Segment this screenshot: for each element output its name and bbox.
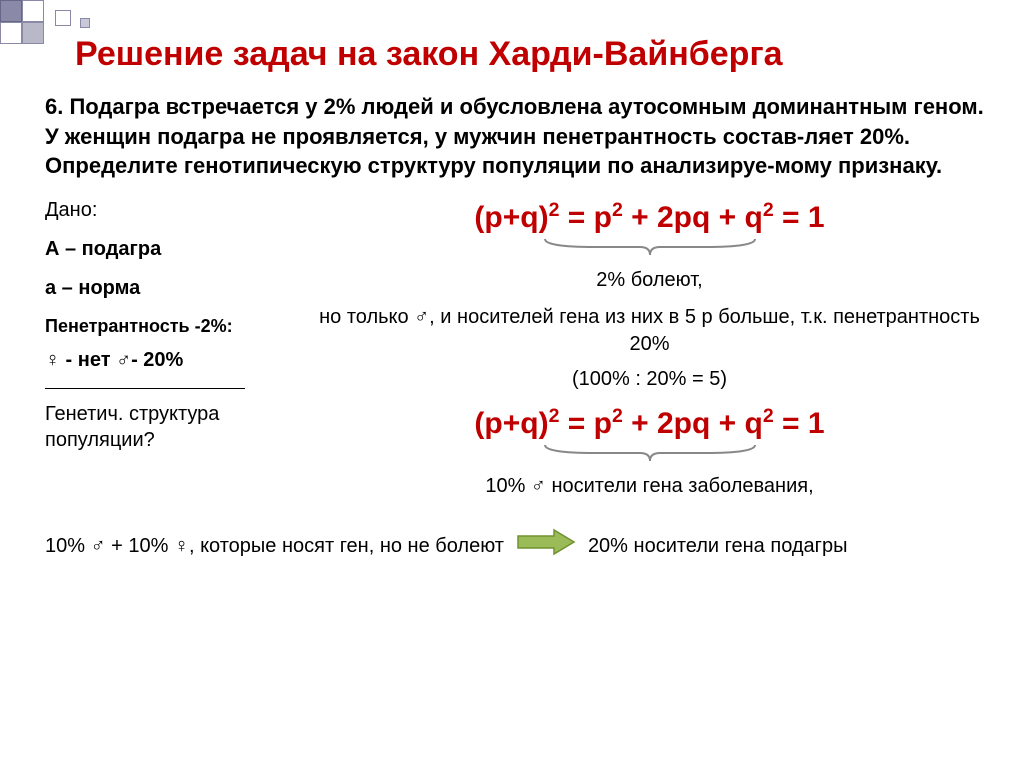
formula-2: (p+q)2 = p2 + 2pq + q2 = 1 — [315, 405, 984, 441]
formula-1: (p+q)2 = p2 + 2pq + q2 = 1 — [315, 199, 984, 235]
given-sex: ♀ - нет ♂- 20% — [45, 349, 285, 372]
given-penetrance: Пенетрантность -2%: — [45, 316, 285, 337]
bottom-left-text: 10% ♂ + 10% ♀, которые носят ген, но не … — [45, 533, 504, 560]
note-calc: (100% : 20% = 5) — [315, 368, 984, 391]
problem-text: 6. Подагра встречается у 2% людей и обус… — [45, 92, 984, 181]
note-2pct: 2% болеют, — [315, 267, 984, 294]
brace-1 — [315, 237, 984, 263]
divider — [45, 388, 245, 389]
given-block: Дано: А – подагра а – норма Пенетрантнос… — [45, 199, 285, 510]
given-question: Генетич. структура популяции? — [45, 401, 285, 453]
given-a-recessive: а – норма — [45, 277, 285, 300]
brace-2 — [315, 443, 984, 469]
page-title: Решение задач на закон Харди-Вайнберга — [75, 35, 984, 74]
arrow-icon — [516, 528, 576, 564]
bottom-right-text: 20% носители гена подагры — [588, 533, 848, 560]
given-a-dominant: А – подагра — [45, 238, 285, 261]
solution-block: (p+q)2 = p2 + 2pq + q2 = 1 2% болеют, но… — [315, 199, 984, 510]
bottom-conclusion: 10% ♂ + 10% ♀, которые носят ген, но не … — [45, 528, 984, 564]
note-10pct: 10% ♂ носители гена заболевания, — [315, 473, 984, 500]
given-label: Дано: — [45, 199, 285, 222]
note-mid: но только ♂, и носителей гена из них в 5… — [315, 304, 984, 358]
